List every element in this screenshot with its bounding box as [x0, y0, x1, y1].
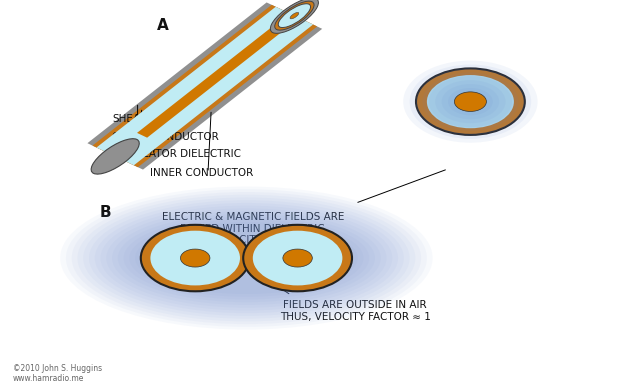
Ellipse shape — [442, 84, 499, 119]
Ellipse shape — [418, 70, 523, 134]
Ellipse shape — [416, 68, 525, 135]
Ellipse shape — [278, 4, 310, 27]
Ellipse shape — [416, 68, 525, 135]
Ellipse shape — [433, 79, 508, 124]
Ellipse shape — [424, 73, 517, 130]
Ellipse shape — [427, 75, 514, 128]
Text: ELECTRIC & MAGNETIC FIELDS ARE
BURIED WITHIN DIELECTRIC
THUS, VELOCITY FACTOR < : ELECTRIC & MAGNETIC FIELDS ARE BURIED WI… — [162, 212, 344, 245]
Ellipse shape — [445, 86, 495, 117]
Ellipse shape — [429, 76, 512, 127]
Ellipse shape — [435, 80, 506, 123]
Text: INNER CONDUCTOR: INNER CONDUCTOR — [150, 168, 253, 178]
Polygon shape — [97, 7, 313, 165]
Ellipse shape — [436, 81, 505, 123]
Ellipse shape — [141, 225, 250, 291]
Ellipse shape — [442, 84, 499, 119]
Text: B: B — [99, 205, 111, 220]
Ellipse shape — [415, 68, 526, 136]
Ellipse shape — [180, 249, 210, 267]
Ellipse shape — [420, 71, 520, 132]
Ellipse shape — [290, 13, 299, 19]
Ellipse shape — [454, 92, 486, 111]
Text: A: A — [157, 18, 168, 32]
Text: ©2010 John S. Huggins
www.hamradio.me: ©2010 John S. Huggins www.hamradio.me — [13, 364, 102, 383]
Ellipse shape — [275, 1, 314, 30]
Polygon shape — [92, 5, 317, 167]
Ellipse shape — [270, 0, 319, 33]
Ellipse shape — [448, 88, 493, 115]
Ellipse shape — [403, 61, 538, 143]
Ellipse shape — [150, 231, 240, 285]
Ellipse shape — [243, 225, 352, 291]
Polygon shape — [137, 16, 296, 138]
Text: SHEATH: SHEATH — [112, 114, 153, 124]
Ellipse shape — [430, 77, 511, 126]
Ellipse shape — [427, 75, 514, 128]
Ellipse shape — [454, 92, 486, 111]
Text: OUTER CONDUCTOR: OUTER CONDUCTOR — [112, 132, 219, 142]
Ellipse shape — [448, 88, 493, 115]
Ellipse shape — [422, 72, 518, 131]
Ellipse shape — [439, 83, 502, 121]
Ellipse shape — [91, 139, 140, 174]
Ellipse shape — [410, 65, 531, 139]
Ellipse shape — [253, 231, 342, 285]
Ellipse shape — [451, 90, 490, 113]
Text: FIELDS ARE OUTSIDE IN AIR
THUS, VELOCITY FACTOR ≈ 1: FIELDS ARE OUTSIDE IN AIR THUS, VELOCITY… — [280, 300, 431, 322]
Ellipse shape — [283, 249, 312, 267]
Polygon shape — [88, 2, 322, 170]
Text: INSULATOR DIELECTRIC: INSULATOR DIELECTRIC — [118, 149, 241, 160]
